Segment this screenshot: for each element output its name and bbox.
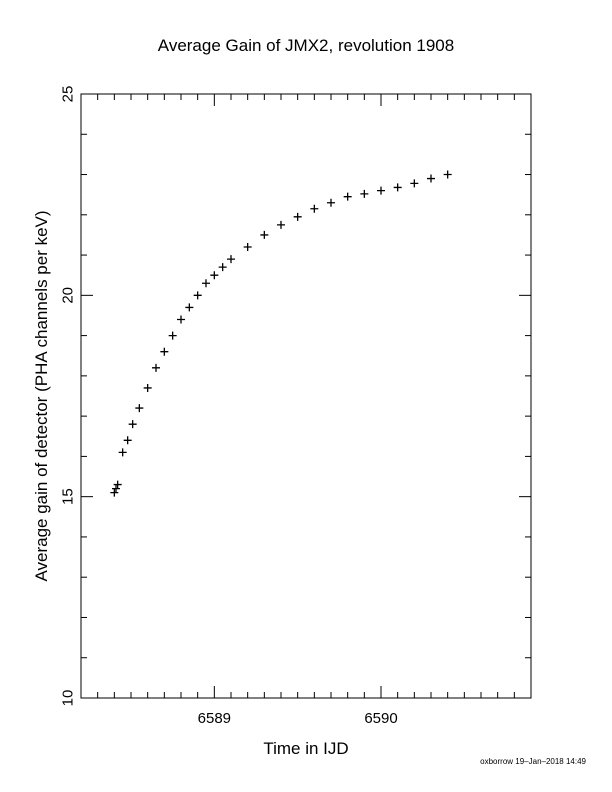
data-point — [443, 170, 452, 179]
data-point — [260, 230, 269, 239]
chart-title: Average Gain of JMX2, revolution 1908 — [157, 36, 455, 55]
data-point — [310, 204, 319, 213]
y-tick-label: 20 — [60, 287, 77, 304]
data-point — [177, 315, 185, 324]
data-point — [243, 243, 252, 252]
data-point — [218, 263, 227, 272]
data-series — [110, 170, 452, 497]
data-point — [410, 179, 419, 188]
data-point — [427, 174, 435, 183]
data-point — [168, 331, 177, 340]
data-point — [210, 271, 219, 280]
y-tick-label: 10 — [60, 690, 77, 707]
y-tick-label: 25 — [60, 86, 77, 103]
timestamp-footer: oxborrow 19–Jan–2018 14:49 — [480, 757, 586, 766]
data-point — [193, 291, 202, 300]
data-point — [185, 303, 194, 312]
data-point — [110, 488, 119, 497]
data-point — [360, 189, 369, 198]
data-point — [160, 347, 169, 356]
y-axis-ticks — [81, 93, 531, 699]
x-axis-label: Time in IJD — [263, 739, 348, 758]
data-point — [202, 279, 210, 288]
data-point — [118, 448, 127, 457]
x-tick-label: 6590 — [364, 710, 397, 727]
tick-labels: 6589 6590 10 15 20 25 — [60, 86, 398, 727]
data-point — [393, 183, 402, 192]
data-point — [227, 255, 235, 264]
data-point — [277, 220, 285, 229]
data-point — [135, 404, 144, 413]
data-point — [327, 198, 335, 207]
data-point — [113, 480, 122, 489]
data-point — [152, 363, 160, 372]
data-point — [112, 484, 120, 493]
data-point — [293, 212, 302, 221]
data-point — [377, 186, 385, 195]
data-point — [128, 420, 137, 429]
plot-frame — [80, 93, 532, 699]
y-tick-label: 15 — [60, 488, 77, 505]
x-axis-ticks — [80, 94, 532, 698]
x-tick-label: 6589 — [198, 710, 231, 727]
y-axis-label: Average gain of detector (PHA channels p… — [32, 210, 51, 581]
data-point — [143, 383, 152, 392]
data-point — [123, 436, 132, 445]
data-point — [343, 192, 352, 201]
